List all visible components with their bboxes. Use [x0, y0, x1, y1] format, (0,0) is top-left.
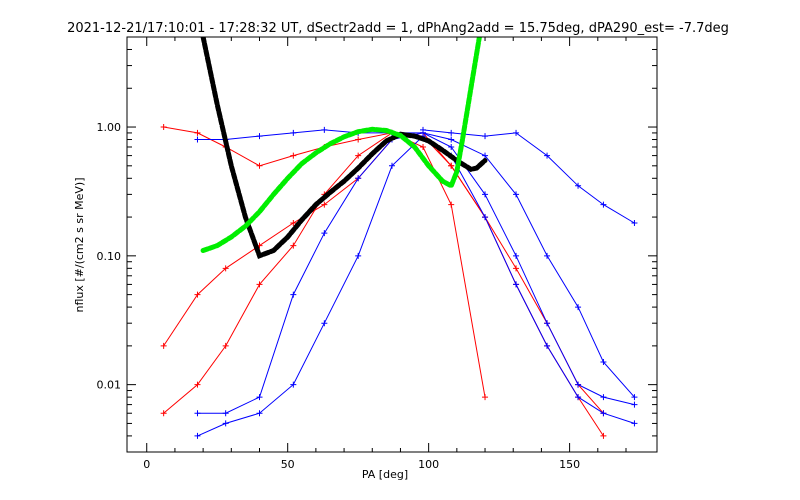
data-point-blue-6-5 — [355, 252, 362, 259]
x-tick-label: 150 — [559, 458, 580, 471]
data-point-blue-6-13 — [600, 410, 607, 417]
data-point-blue-5-0 — [420, 126, 427, 133]
series-line-blue-3 — [197, 129, 635, 398]
data-point-red-1-0 — [160, 124, 167, 131]
plot-area — [160, 37, 638, 439]
data-point-red-1-6 — [355, 136, 362, 143]
data-point-blue-3-10 — [513, 191, 520, 198]
data-point-blue-3-3 — [290, 129, 297, 136]
data-point-blue-4-10 — [513, 252, 520, 259]
fit-curve-green-8 — [200, 37, 482, 253]
x-tick-label: 50 — [281, 458, 295, 471]
data-point-red-2-2 — [222, 342, 229, 349]
data-point-red-0-11 — [513, 265, 520, 272]
data-point-blue-6-4 — [321, 320, 328, 327]
data-point-blue-4-2 — [256, 394, 263, 401]
data-point-blue-4-4 — [321, 230, 328, 237]
series-line-red-0 — [163, 132, 604, 414]
data-point-red-1-9 — [448, 162, 455, 169]
series-line-blue-6 — [197, 135, 635, 437]
data-point-red-2-9 — [448, 201, 455, 208]
data-point-red-2-6 — [355, 152, 362, 159]
y-axis-label: nflux [#/(cm2 s sr MeV)] — [73, 178, 86, 313]
data-point-blue-6-10 — [513, 281, 520, 288]
data-point-blue-6-0 — [194, 432, 201, 439]
data-point-blue-5-5 — [575, 182, 582, 189]
data-point-blue-5-4 — [544, 152, 551, 159]
data-point-blue-3-2 — [256, 133, 263, 140]
y-tick-label: 1.00 — [97, 121, 122, 134]
data-point-blue-3-11 — [544, 252, 551, 259]
data-point-blue-4-11 — [544, 320, 551, 327]
data-point-blue-4-5 — [355, 175, 362, 182]
data-point-blue-5-1 — [448, 129, 455, 136]
data-point-blue-3-8 — [448, 136, 455, 143]
y-tick-label: 0.01 — [97, 379, 122, 392]
chart-marks-group — [160, 37, 638, 439]
data-point-blue-4-0 — [194, 410, 201, 417]
data-point-blue-6-1 — [222, 420, 229, 427]
x-axis-label: PA [deg] — [362, 468, 408, 481]
data-point-blue-6-12 — [575, 394, 582, 401]
data-point-blue-3-4 — [321, 126, 328, 133]
plot-frame — [126, 36, 658, 453]
data-point-blue-3-14 — [631, 394, 638, 401]
series-line-blue-5 — [422, 129, 635, 224]
data-point-red-0-4 — [290, 219, 297, 226]
x-tick-label: 0 — [143, 458, 150, 471]
y-tick-label: 0.10 — [97, 250, 122, 263]
x-tick-label: 100 — [418, 458, 439, 471]
data-point-blue-6-14 — [631, 420, 638, 427]
data-point-blue-6-3 — [290, 381, 297, 388]
data-point-blue-6-11 — [544, 342, 551, 349]
data-point-blue-3-12 — [575, 304, 582, 311]
data-point-blue-4-13 — [600, 394, 607, 401]
data-point-blue-3-9 — [482, 152, 489, 159]
data-point-red-0-2 — [222, 265, 229, 272]
data-point-blue-6-6 — [389, 162, 395, 169]
data-point-blue-5-7 — [631, 219, 638, 226]
data-point-blue-3-13 — [600, 358, 607, 365]
data-point-blue-6-2 — [256, 410, 263, 417]
chart-axes-group: 0 50 100 150 0.01 0.10 1.00 — [97, 36, 658, 471]
data-point-red-2-0 — [160, 410, 167, 417]
series-line-blue-4 — [197, 132, 635, 414]
data-point-red-0-5 — [321, 201, 328, 208]
data-point-red-1-3 — [256, 162, 263, 169]
data-point-blue-4-8 — [448, 143, 455, 150]
data-point-blue-5-6 — [600, 201, 607, 208]
data-point-blue-4-3 — [290, 291, 297, 298]
data-point-red-0-1 — [194, 291, 201, 298]
data-point-red-2-3 — [256, 281, 263, 288]
data-point-blue-5-2 — [482, 133, 489, 140]
chart-title: 2021-12-21/17:10:01 - 17:28:32 UT, dSect… — [67, 21, 729, 36]
data-point-red-2-1 — [194, 381, 201, 388]
data-point-blue-3-0 — [194, 136, 201, 143]
data-point-blue-4-9 — [482, 191, 489, 198]
data-point-blue-4-12 — [575, 381, 582, 388]
data-point-blue-4-14 — [631, 401, 638, 408]
data-point-blue-4-1 — [222, 410, 229, 417]
fit-curve-black-7 — [200, 37, 488, 260]
data-point-red-1-4 — [290, 152, 297, 159]
data-point-red-0-0 — [160, 342, 167, 349]
data-point-red-2-8 — [420, 143, 427, 150]
data-point-red-2-4 — [290, 242, 297, 249]
series-line-red-1 — [163, 126, 604, 437]
data-point-red-1-14 — [600, 432, 607, 439]
data-point-blue-6-9 — [482, 214, 489, 221]
data-point-red-1-1 — [194, 129, 201, 136]
data-point-blue-5-3 — [513, 129, 520, 136]
data-point-red-2-10 — [482, 394, 489, 401]
